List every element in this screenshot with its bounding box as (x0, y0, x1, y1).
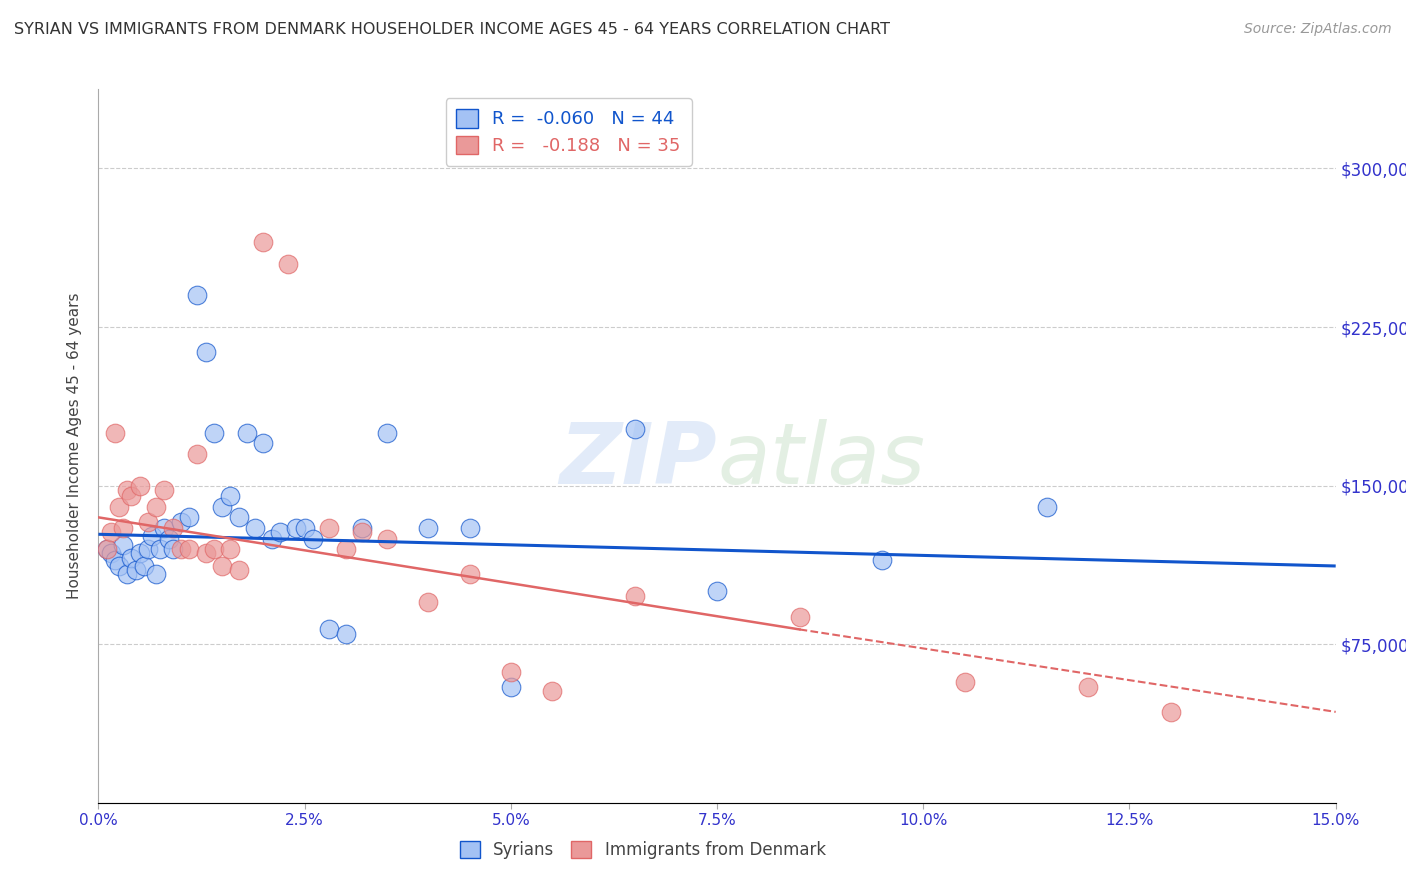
Point (136, 515, 159, 529)
Point (153, 521, 176, 535)
Point (100, 546, 122, 560)
Point (202, 425, 225, 440)
Point (136, 542, 159, 557)
Point (318, 521, 340, 535)
Point (375, 425, 398, 440)
Text: ZIP: ZIP (560, 418, 717, 502)
Point (458, 567, 481, 582)
Point (179, 542, 201, 557)
Point (157, 532, 180, 546)
Text: Source: ZipAtlas.com: Source: ZipAtlas.com (1244, 22, 1392, 37)
Point (252, 235, 274, 250)
Point (277, 257, 299, 271)
Point (145, 500, 167, 514)
Text: atlas: atlas (717, 418, 925, 502)
Point (104, 425, 127, 440)
Point (108, 559, 131, 574)
Point (202, 542, 225, 557)
Point (1160, 705, 1182, 719)
Y-axis label: Householder Income Ages 45 - 64 years: Householder Income Ages 45 - 64 years (67, 293, 83, 599)
Point (236, 425, 259, 440)
Point (120, 550, 142, 565)
Point (141, 529, 163, 543)
Point (132, 559, 155, 574)
Point (458, 521, 481, 535)
Point (149, 542, 172, 557)
Point (269, 525, 291, 540)
Point (96, 542, 118, 557)
Point (228, 563, 250, 577)
Point (104, 552, 127, 566)
Point (108, 500, 131, 514)
Text: SYRIAN VS IMMIGRANTS FROM DENMARK HOUSEHOLDER INCOME AGES 45 - 64 YEARS CORRELAT: SYRIAN VS IMMIGRANTS FROM DENMARK HOUSEH… (14, 22, 890, 37)
Point (541, 683, 564, 698)
Point (128, 546, 150, 560)
Point (170, 515, 193, 529)
Point (352, 525, 374, 540)
Point (228, 510, 250, 524)
Point (153, 483, 176, 497)
Point (870, 552, 893, 566)
Legend: Syrians, Immigrants from Denmark: Syrians, Immigrants from Denmark (453, 834, 832, 866)
Point (112, 521, 135, 535)
Point (243, 521, 266, 535)
Point (335, 542, 357, 557)
Point (211, 559, 233, 574)
Point (352, 521, 374, 535)
Point (418, 595, 440, 609)
Point (335, 626, 357, 640)
Point (260, 532, 283, 546)
Point (100, 525, 122, 540)
Point (124, 563, 146, 577)
Point (211, 500, 233, 514)
Point (252, 436, 274, 450)
Point (499, 665, 522, 679)
Point (623, 589, 645, 603)
Point (294, 521, 316, 535)
Point (186, 288, 208, 302)
Point (375, 532, 398, 546)
Point (145, 567, 167, 582)
Point (219, 489, 242, 503)
Point (120, 489, 142, 503)
Point (285, 521, 308, 535)
Point (117, 567, 139, 582)
Point (179, 510, 201, 524)
Point (117, 483, 139, 497)
Point (219, 542, 242, 557)
Point (194, 546, 217, 560)
Point (112, 538, 135, 552)
Point (318, 623, 340, 637)
Point (1036, 500, 1059, 514)
Point (499, 680, 522, 694)
Point (302, 532, 325, 546)
Point (194, 345, 217, 359)
Point (186, 447, 208, 461)
Point (953, 675, 976, 690)
Point (162, 542, 184, 557)
Point (789, 609, 811, 624)
Point (706, 584, 728, 599)
Point (162, 521, 184, 535)
Point (170, 542, 193, 557)
Point (128, 478, 150, 492)
Point (1077, 680, 1099, 694)
Point (96, 542, 118, 557)
Point (418, 521, 440, 535)
Point (623, 421, 645, 435)
